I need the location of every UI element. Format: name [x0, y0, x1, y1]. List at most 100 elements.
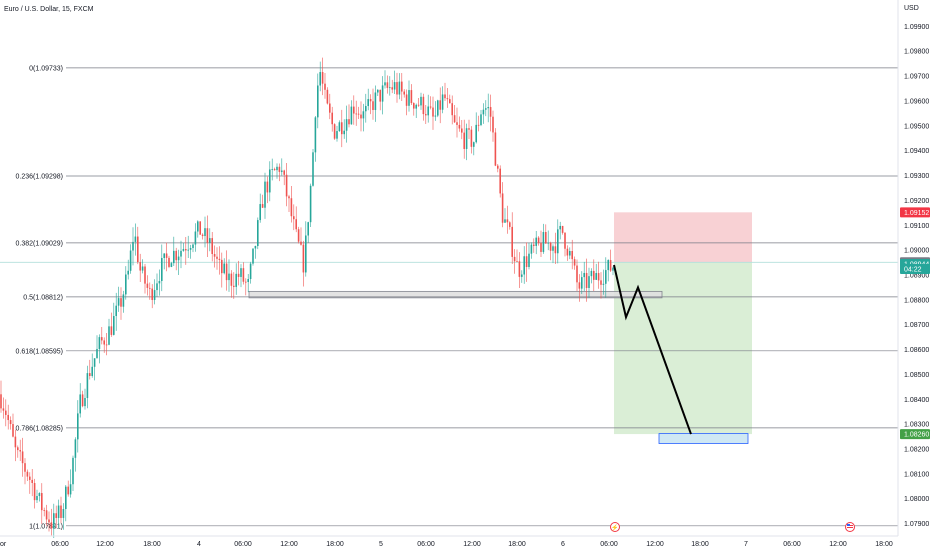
- candle-body: [261, 204, 264, 208]
- candle-body: [434, 115, 437, 117]
- y-tick-label: 1.09800: [904, 49, 929, 56]
- x-tick-label: 18:00: [326, 541, 344, 548]
- candle-body: [581, 277, 583, 289]
- candle-body: [221, 259, 223, 274]
- candle-body: [127, 270, 129, 275]
- candle-body: [571, 251, 573, 260]
- candle-body: [19, 450, 21, 452]
- candle-body: [103, 340, 105, 345]
- candle-body: [393, 82, 396, 90]
- candle-body: [233, 285, 235, 287]
- candle-body: [252, 248, 254, 264]
- candle-body: [74, 439, 77, 458]
- candle-body: [533, 244, 535, 246]
- candle-body: [432, 107, 434, 117]
- x-tick-label: 4: [197, 541, 201, 548]
- candle-body: [408, 90, 410, 106]
- candle-body: [228, 273, 230, 281]
- candle-body: [417, 104, 420, 106]
- candle-body: [98, 337, 101, 349]
- candle-body: [93, 358, 96, 367]
- candle-body: [199, 221, 201, 235]
- candle-body: [170, 263, 173, 267]
- x-tick-label: 18:00: [875, 541, 893, 548]
- candle-body: [357, 113, 360, 115]
- candle-body: [185, 249, 187, 251]
- candle-body: [192, 244, 194, 249]
- candle-body: [144, 266, 146, 284]
- candle-body: [9, 420, 12, 425]
- y-tick-label: 1.08900: [904, 272, 929, 279]
- candle-body: [72, 457, 74, 485]
- candle-body: [511, 226, 513, 257]
- time-axis[interactable]: or 06:00 12:00 18:00 4 06:00 12:00 18:00 5 06:00 1…: [0, 541, 893, 548]
- fib-level-label: 0.786(1.08285): [16, 425, 63, 432]
- candle-body: [602, 283, 605, 285]
- candle-body: [278, 166, 281, 172]
- us-flag-icon[interactable]: [845, 522, 855, 532]
- candle-body: [225, 263, 228, 281]
- candle-body: [247, 279, 249, 282]
- support-zone: [248, 290, 663, 299]
- fib-retracement[interactable]: 0(1.09733) 0.236(1.09298) 0.382(1.09029) 0.…: [16, 65, 898, 530]
- candle-body: [360, 114, 362, 119]
- candle-body: [5, 410, 7, 415]
- candle-body: [422, 96, 425, 115]
- event-icon[interactable]: ⚡: [610, 522, 620, 532]
- y-tick-label: 1.08500: [904, 372, 929, 379]
- candle-body: [206, 228, 209, 243]
- y-tick-label: 1.07900: [904, 521, 929, 528]
- candle-body: [168, 257, 170, 267]
- price-axis[interactable]: 1.09900 1.09800 1.09700 1.09600 1.09500 1.094…: [904, 24, 929, 528]
- candle-body: [559, 225, 561, 230]
- candle-body: [288, 196, 290, 199]
- candle-body: [163, 253, 165, 259]
- candle-body: [24, 463, 26, 472]
- candle-body: [271, 169, 273, 170]
- candle-body: [374, 92, 377, 110]
- fib-level-label: 0.5(1.08812): [23, 294, 63, 301]
- candle-body: [218, 258, 221, 260]
- price-tags: 1.091521.089511.0894404:221.08260: [900, 207, 930, 440]
- candle-body: [465, 128, 468, 149]
- candle-body: [223, 263, 225, 274]
- candle-body: [295, 219, 297, 230]
- candle-body: [341, 122, 343, 135]
- candle-body: [96, 348, 98, 359]
- candle-body: [377, 89, 379, 93]
- drawings-layer[interactable]: [613, 264, 692, 435]
- candle-body: [367, 99, 369, 107]
- projection-path: [613, 264, 692, 435]
- candle-body: [343, 130, 345, 135]
- currency-label: USD: [904, 5, 919, 12]
- candle-body: [458, 124, 461, 129]
- take-profit-zone: [614, 262, 752, 435]
- y-tick-label: 1.09100: [904, 223, 929, 230]
- target-box: [658, 433, 749, 444]
- y-tick-label: 1.09400: [904, 148, 929, 155]
- candle-body: [429, 106, 432, 108]
- candle-body: [175, 250, 177, 261]
- candle-body: [125, 274, 127, 295]
- candle-body: [259, 204, 261, 221]
- candle-body: [389, 87, 391, 89]
- candle-body: [564, 232, 566, 249]
- candle-body: [561, 225, 564, 233]
- candle-body: [314, 117, 317, 153]
- candle-body: [209, 238, 211, 243]
- candle-body: [509, 222, 511, 227]
- candle-body: [62, 509, 65, 518]
- stop-loss-zone: [614, 212, 752, 263]
- y-tick-label: 1.08400: [904, 397, 929, 404]
- candle-body: [590, 270, 593, 277]
- candle-body: [237, 273, 240, 277]
- candle-body: [353, 106, 355, 114]
- price-tag: [900, 264, 930, 275]
- x-tick-label: 06:00: [783, 541, 801, 548]
- candle-body: [513, 256, 516, 262]
- candle-body: [115, 305, 117, 317]
- candle-body: [122, 294, 125, 307]
- candle-body: [425, 114, 427, 116]
- candle-body: [547, 242, 549, 244]
